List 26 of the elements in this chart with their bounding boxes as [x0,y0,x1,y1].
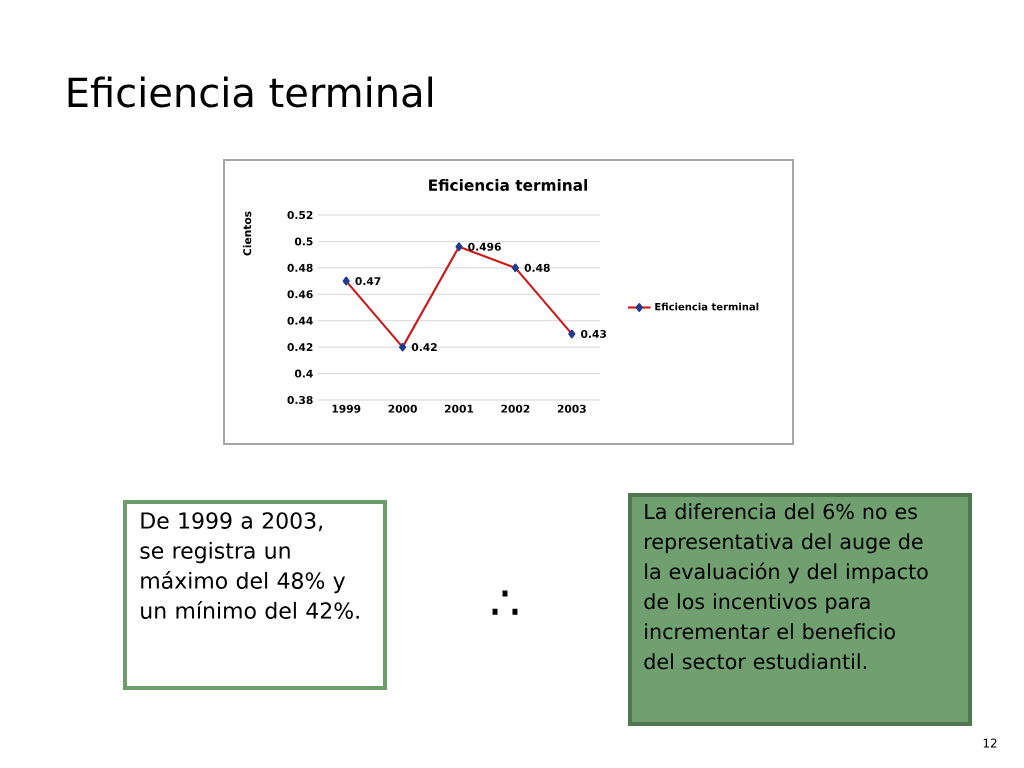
y-tick-label: 0.5 [294,237,313,246]
x-tick-label: 2001 [445,404,474,413]
y-axis-title: Cientos [243,211,252,256]
x-tick-label: 2000 [388,404,417,413]
data-label: 0.496 [468,242,501,251]
data-label: 0.43 [581,329,606,338]
data-label: 0.42 [411,343,437,352]
y-tick-label: 0.42 [287,343,313,352]
text: Eficiencia terminal [68,76,432,108]
y-tick-label: 0.44 [287,316,313,325]
text: 12 [983,738,997,748]
chart-title: Eficiencia terminal [429,179,588,191]
y-tick-label: 0.46 [287,290,313,299]
legend-label: Eficiencia terminal [655,302,759,311]
text: De 1999 a 2003, se registra un máximo del 48% y un mínimo del 42%. [140,512,359,619]
y-tick-label: 0.48 [287,263,313,272]
y-tick-label: 0.38 [287,395,313,405]
x-tick-label: 1999 [332,404,361,413]
data-label: 0.47 [355,277,381,286]
y-tick-label: 0.52 [287,210,313,220]
y-tick-label: 0.4 [294,369,313,378]
x-tick-label: 2002 [501,404,530,413]
x-tick-label: 2003 [557,404,586,413]
text: La diferencia del 6% no es representativa del auge de la evaluación y del impacto de los incentivos para incrementar el beneficio del sector estudiantil. [644,503,928,670]
data-label: 0.48 [524,263,550,272]
text: ∴ [492,590,518,615]
